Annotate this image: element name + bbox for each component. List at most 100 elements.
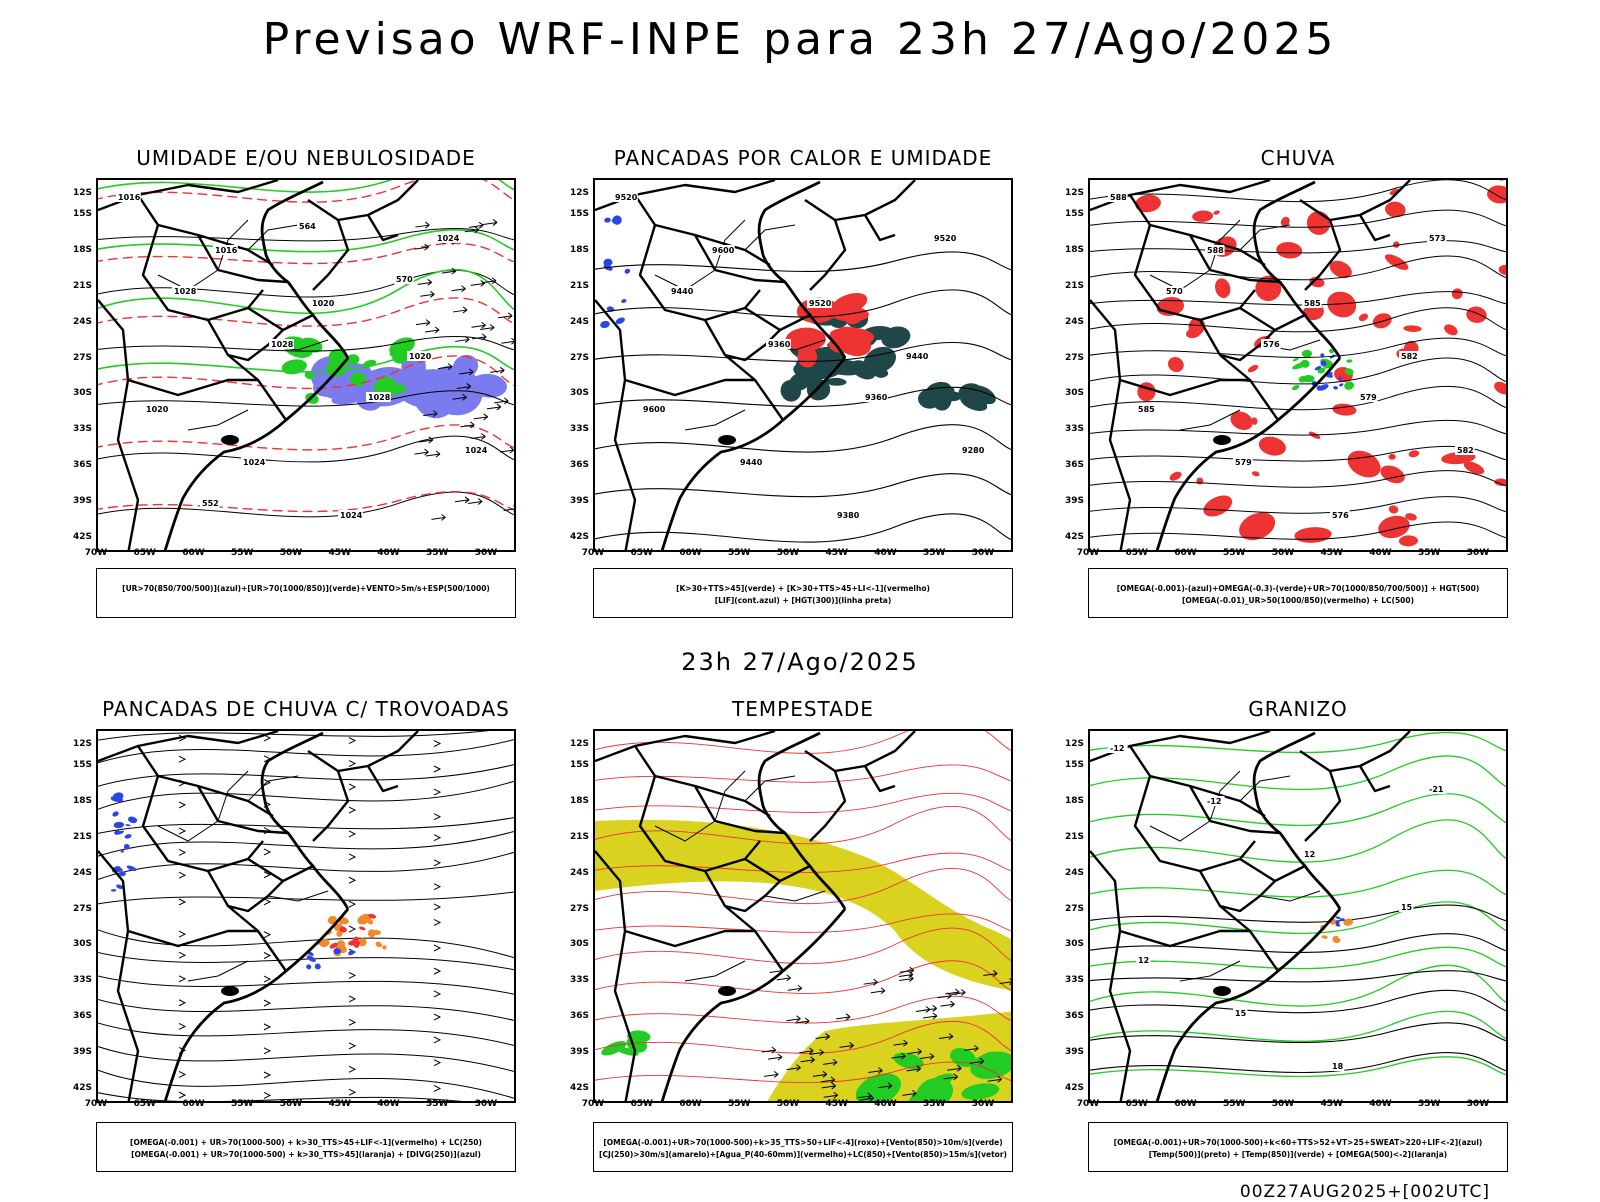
lat-label: 33S <box>1064 975 1084 986</box>
shaded-cell <box>1314 365 1322 371</box>
contour-line <box>1090 731 1506 754</box>
lat-label: 30S <box>1064 939 1084 950</box>
coastline-north <box>757 731 847 910</box>
lon-label: 30W <box>971 548 995 558</box>
streamline-arrow <box>433 765 442 773</box>
label-bg <box>1164 286 1184 296</box>
contour-line <box>1090 357 1506 385</box>
lat-label: 36S <box>1064 460 1084 471</box>
streamline-arrow <box>348 995 357 1003</box>
streamline-arrow <box>433 1085 442 1092</box>
contour-line <box>595 473 1011 498</box>
lat-label: 39S <box>1064 1047 1084 1058</box>
label-bg <box>932 233 957 243</box>
border-line <box>141 775 264 873</box>
contour-line <box>1090 970 1506 983</box>
contour-line <box>1090 869 1506 898</box>
lat-label: 15S <box>72 208 92 219</box>
contour-label: 588 <box>1110 193 1127 202</box>
contour-line <box>1090 1056 1506 1078</box>
lon-label: 65W <box>133 1099 156 1109</box>
streamline-arrow <box>348 1065 357 1073</box>
wind-vector <box>815 1033 830 1040</box>
label-bg <box>1108 192 1128 202</box>
contour-label: 9360 <box>768 340 791 349</box>
label-bg <box>960 445 985 455</box>
lon-label: 30W <box>971 1099 995 1109</box>
streamline-arrow <box>178 1071 187 1078</box>
shaded-cell <box>336 931 343 937</box>
label-bg <box>1302 849 1317 859</box>
lon-label: 60W <box>679 1099 702 1109</box>
shaded-cell <box>116 884 124 889</box>
border-line <box>307 731 419 773</box>
contour-label: 15 <box>1401 903 1413 912</box>
streamline-arrow <box>348 1018 357 1026</box>
wind-vector <box>877 1082 893 1090</box>
border-line <box>1188 785 1281 835</box>
shaded-cell <box>1192 210 1214 222</box>
shaded-cell <box>281 359 307 375</box>
shaded-cell <box>621 299 627 303</box>
shaded-cell <box>1316 385 1322 391</box>
shaded-cell <box>1335 923 1341 927</box>
legend-line: [OMEGA(-0.001)+UR>70(1000-500)+k>35_TTS>… <box>603 1138 1003 1147</box>
streamline <box>98 1092 463 1101</box>
lon-label: 35W <box>923 548 946 558</box>
contour-label: 9440 <box>906 352 929 361</box>
streamline <box>98 998 514 1022</box>
contour-label: 1024 <box>243 458 266 467</box>
shaded-cell <box>1135 194 1161 213</box>
coastline-north <box>260 180 350 359</box>
shaded-cell <box>1487 185 1506 204</box>
border-line <box>307 180 419 222</box>
shaded-cell <box>908 1083 943 1101</box>
wind-vector <box>503 505 514 512</box>
streamline-arrow <box>263 975 272 983</box>
contour-line <box>1090 901 1506 934</box>
border-line <box>312 770 350 842</box>
border-line <box>312 219 350 291</box>
wind-vector <box>820 1076 836 1084</box>
streamline-arrow <box>263 848 272 856</box>
lon-label: 70W <box>84 1099 108 1109</box>
shaded-cell <box>1494 478 1506 486</box>
lat-label: 18S <box>569 795 589 806</box>
lat-label: 42S <box>1064 1083 1084 1093</box>
coastline-south <box>1155 357 1342 550</box>
border-line <box>98 850 140 1101</box>
shaded-cell <box>1301 349 1313 358</box>
lon-label: 60W <box>1174 548 1197 558</box>
border-line <box>137 745 274 818</box>
lat-label: 12S <box>569 188 589 198</box>
lat-label: 27S <box>569 352 589 363</box>
shaded-cell <box>333 948 342 955</box>
border-line <box>1133 224 1256 322</box>
contour-line <box>595 852 1011 873</box>
border-line <box>809 219 847 291</box>
streamline-arrow <box>178 871 187 879</box>
contour-line <box>1090 904 1506 923</box>
shaded-cell <box>1408 450 1420 458</box>
shaded-cell <box>926 381 951 397</box>
streamline-arrow <box>263 1023 272 1031</box>
shaded-cell <box>874 368 889 378</box>
border-line <box>366 765 399 793</box>
shaded-cell <box>603 258 613 267</box>
contour-label: 9380 <box>837 511 860 520</box>
label-bg <box>116 192 141 202</box>
contour-line <box>1090 307 1506 333</box>
state-line <box>217 219 249 271</box>
shaded-cell <box>1358 313 1369 322</box>
country-borders <box>1090 731 1411 1101</box>
legend-line: [OMEGA(-0.001)+UR>70(1000-500)+k<60+TTS>… <box>1113 1138 1483 1147</box>
contour-line <box>595 1021 1011 1054</box>
contour-label: 9520 <box>615 193 638 202</box>
contour-label: 1024 <box>465 446 488 455</box>
lon-label: 45W <box>825 1099 848 1109</box>
shaded-cell <box>1196 477 1204 485</box>
map-frame <box>593 729 1013 1103</box>
state-line <box>1209 770 1241 822</box>
contour-line <box>1090 255 1506 281</box>
shaded-cell <box>808 361 844 379</box>
